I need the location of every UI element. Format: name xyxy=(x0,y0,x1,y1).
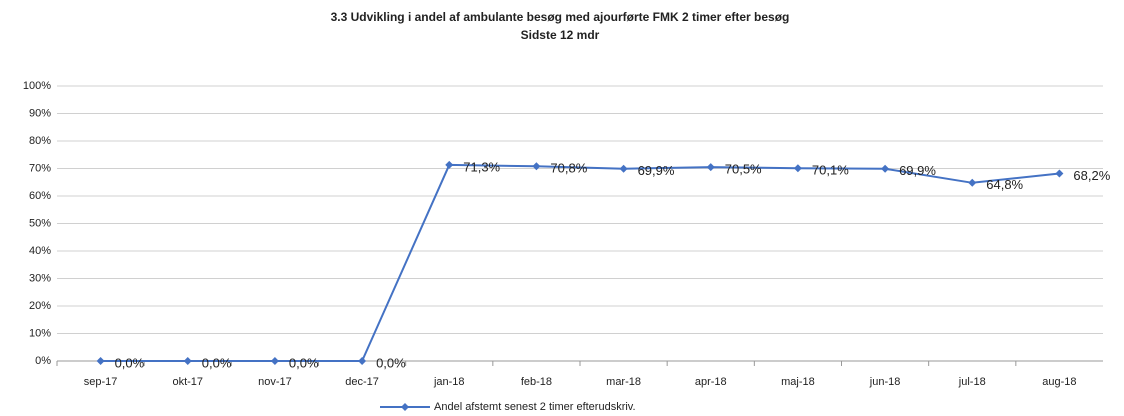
data-point xyxy=(183,357,192,365)
data-label: 70,5% xyxy=(725,162,762,177)
y-tick-label: 70% xyxy=(29,162,51,174)
data-label: 0,0% xyxy=(376,355,406,370)
y-tick-label: 100% xyxy=(23,80,51,92)
series-line xyxy=(100,163,1060,362)
data-point xyxy=(532,162,541,171)
data-label: 0,0% xyxy=(115,355,145,370)
y-tick-label: 80% xyxy=(29,135,51,147)
data-label: 69,9% xyxy=(638,163,675,178)
data-point xyxy=(881,164,890,173)
x-tick-label: feb-18 xyxy=(521,376,552,388)
data-point xyxy=(445,160,454,169)
data-point xyxy=(270,357,279,365)
chart-title: 3.3 Udvikling i andel af ambulante besøg… xyxy=(331,10,790,24)
y-tick-label: 30% xyxy=(29,272,51,284)
y-tick-label: 50% xyxy=(29,217,51,229)
y-tick-label: 90% xyxy=(29,107,51,119)
y-tick-label: 0% xyxy=(35,355,51,367)
x-tick-label: jun-18 xyxy=(869,376,901,388)
data-point xyxy=(619,164,628,173)
data-label: 68,2% xyxy=(1073,168,1110,183)
y-tick-label: 10% xyxy=(29,327,51,339)
x-tick-label: nov-17 xyxy=(258,376,292,388)
legend-label: Andel afstemt senest 2 timer efterudskri… xyxy=(434,401,636,413)
x-tick-label: aug-18 xyxy=(1042,376,1076,388)
x-tick-label: sep-17 xyxy=(84,376,118,388)
x-tick-label: mar-18 xyxy=(606,376,641,388)
data-label: 71,3% xyxy=(463,159,500,174)
y-tick-label: 60% xyxy=(29,190,51,202)
data-label: 0,0% xyxy=(289,355,319,370)
x-tick-label: dec-17 xyxy=(345,376,379,388)
data-label: 69,9% xyxy=(899,163,936,178)
data-point xyxy=(1055,169,1064,178)
data-label: 0,0% xyxy=(202,355,232,370)
data-label: 70,1% xyxy=(812,163,849,178)
x-tick-label: jul-18 xyxy=(958,376,986,388)
data-label: 70,8% xyxy=(550,161,587,176)
x-tick-label: maj-18 xyxy=(781,376,815,388)
y-tick-label: 20% xyxy=(29,300,51,312)
chart-subtitle: Sidste 12 mdr xyxy=(521,28,600,42)
x-tick-label: jan-18 xyxy=(433,376,465,388)
data-point xyxy=(968,178,977,187)
data-point xyxy=(96,357,105,365)
x-tick-label: okt-17 xyxy=(172,376,203,388)
y-tick-label: 40% xyxy=(29,245,51,257)
data-point xyxy=(358,357,367,365)
data-point xyxy=(706,163,715,172)
x-tick-label: apr-18 xyxy=(695,376,727,388)
data-label: 64,8% xyxy=(986,177,1023,192)
legend-marker xyxy=(401,403,409,411)
data-point xyxy=(793,164,802,173)
